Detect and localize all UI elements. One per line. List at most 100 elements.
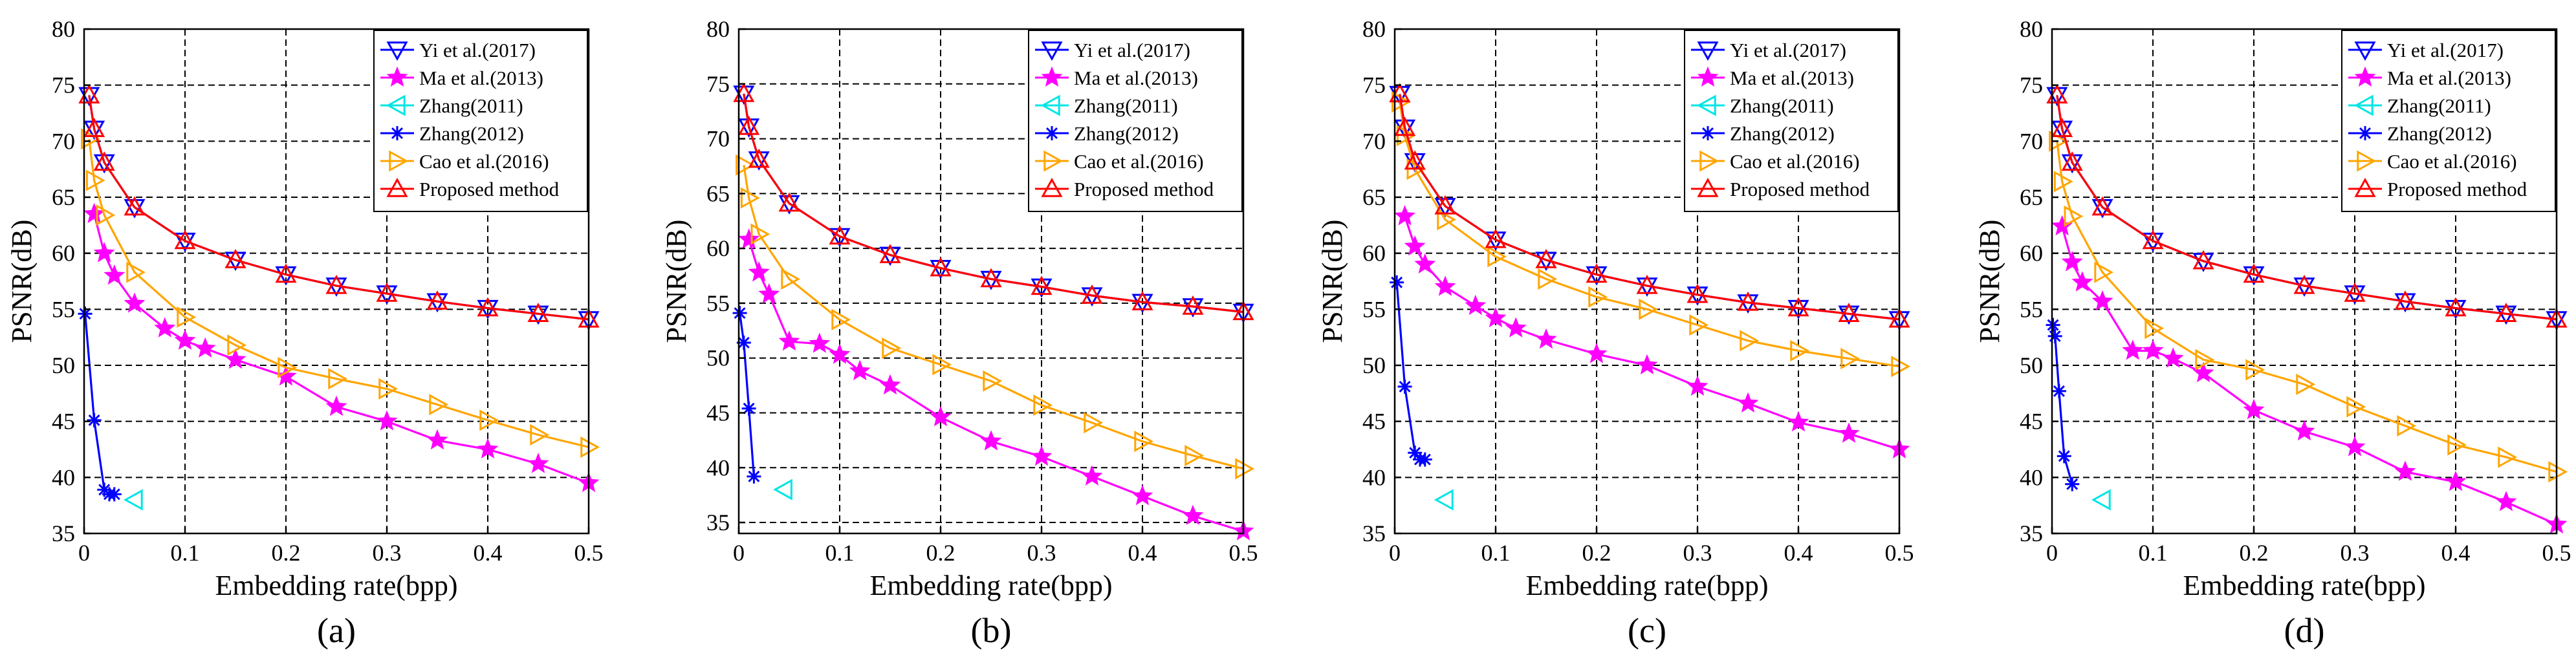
data-point: [2495, 491, 2517, 511]
data-point: [2445, 470, 2467, 491]
data-point: [325, 395, 347, 416]
data-point: [2142, 339, 2164, 360]
x-tick-label: 0: [2046, 540, 2058, 566]
data-point: [1033, 394, 1053, 416]
data-point: [1404, 150, 1426, 170]
x-tick-label: 0.1: [2139, 540, 2168, 566]
data-point: [124, 292, 146, 313]
data-point: [275, 263, 297, 283]
data-point: [778, 330, 800, 351]
series-line: [2056, 95, 2557, 321]
data-point: [1235, 458, 1255, 480]
data-point: [1182, 504, 1204, 525]
data-point: [1740, 330, 1760, 352]
x-tick-label: 0.4: [474, 540, 503, 566]
data-point: [2094, 261, 2114, 283]
legend-marker: [2357, 150, 2377, 172]
data-point: [1535, 328, 1557, 349]
series-proposed-method: [2046, 84, 2568, 328]
legend-marker: [2354, 66, 2376, 87]
series-line: [1399, 94, 1900, 321]
data-point: [1081, 465, 1103, 486]
data-point: [527, 453, 549, 473]
data-point: [778, 192, 800, 212]
data-point: [93, 151, 115, 171]
data-point: [1586, 343, 1608, 363]
data-point: [1689, 314, 1709, 336]
data-point: [96, 204, 116, 226]
x-tick-label: 0.4: [2441, 540, 2471, 566]
legend-marker: [386, 41, 408, 61]
panel-label: (c): [1628, 611, 1666, 650]
legend-label: Zhang(2011): [1074, 94, 1178, 117]
series-line: [88, 138, 589, 449]
data-point: [328, 368, 348, 390]
data-point: [83, 118, 105, 137]
data-point: [2122, 339, 2144, 360]
series-cao-et-al-2016-: [2049, 130, 2568, 483]
y-tick-label: 50: [2020, 352, 2043, 378]
legend: Yi et al.(2017) Ma et al.(2013) Zhang(2011…: [1684, 30, 1899, 212]
data-point: [2344, 436, 2366, 457]
legend-label: Yi et al.(2017): [419, 39, 536, 61]
y-tick-label: 35: [706, 510, 730, 535]
legend-marker: [1041, 41, 1063, 61]
x-tick-label: 0.5: [2542, 540, 2571, 566]
y-tick-label: 65: [706, 180, 730, 206]
data-point: [2394, 460, 2416, 481]
series-zhang-2011-: [123, 489, 143, 511]
data-point: [278, 356, 298, 379]
series-line: [743, 93, 1244, 314]
data-point: [736, 154, 755, 176]
legend-label: Cao et al.(2016): [1074, 150, 1204, 173]
data-point: [1437, 209, 1457, 231]
data-point: [980, 430, 1002, 451]
data-point: [93, 242, 115, 263]
legend-marker: [2354, 41, 2376, 61]
y-tick-label: 80: [706, 16, 730, 42]
data-point: [1414, 253, 1436, 274]
legend-label: Ma et al.(2013): [1730, 67, 1854, 89]
chart-panel-3: 0 0.1 0.2 0.3 0.4 0.5 35 40 45 50 55 60 65 70 75 80 Embe…: [1974, 16, 2571, 650]
data-point: [1394, 205, 1416, 226]
y-tick-label: 75: [2020, 72, 2043, 98]
data-point: [2061, 251, 2083, 272]
data-point: [2397, 415, 2417, 437]
legend-label: Ma et al.(2013): [1074, 67, 1198, 89]
legend-label: Proposed method: [2387, 178, 2527, 200]
data-point: [849, 360, 871, 381]
data-point: [81, 128, 100, 150]
legend-box: [2341, 30, 2556, 212]
x-tick-label: 0.5: [574, 540, 604, 566]
data-point: [1636, 274, 1658, 294]
y-tick-label: 55: [52, 296, 75, 322]
data-point: [227, 334, 247, 356]
data-point: [2192, 250, 2214, 270]
data-point: [1397, 379, 1412, 394]
series-line: [88, 95, 589, 321]
series-zhang-2011-: [2091, 489, 2111, 511]
x-tick-label: 0.1: [171, 540, 200, 566]
x-tick-label: 0: [733, 540, 745, 566]
data-point: [1838, 422, 1860, 443]
legend-marker: [2354, 177, 2376, 197]
legend-marker: [1045, 126, 1059, 140]
x-tick-label: 0.5: [1229, 540, 1258, 566]
x-tick-label: 0.2: [2240, 540, 2269, 566]
y-tick-label: 50: [706, 345, 730, 371]
data-point: [1686, 375, 1708, 396]
legend-label: Zhang(2012): [1730, 122, 1835, 145]
data-point: [2142, 230, 2164, 250]
data-point: [1434, 489, 1454, 511]
x-tick-label: 0.3: [373, 540, 402, 566]
data-point: [477, 438, 499, 458]
data-point: [224, 248, 246, 268]
data-point: [738, 115, 760, 135]
data-point: [78, 306, 93, 321]
data-point: [126, 261, 146, 283]
data-point: [194, 337, 216, 358]
legend-marker: [390, 126, 404, 140]
data-point: [1586, 263, 1608, 283]
data-point: [2243, 398, 2265, 420]
